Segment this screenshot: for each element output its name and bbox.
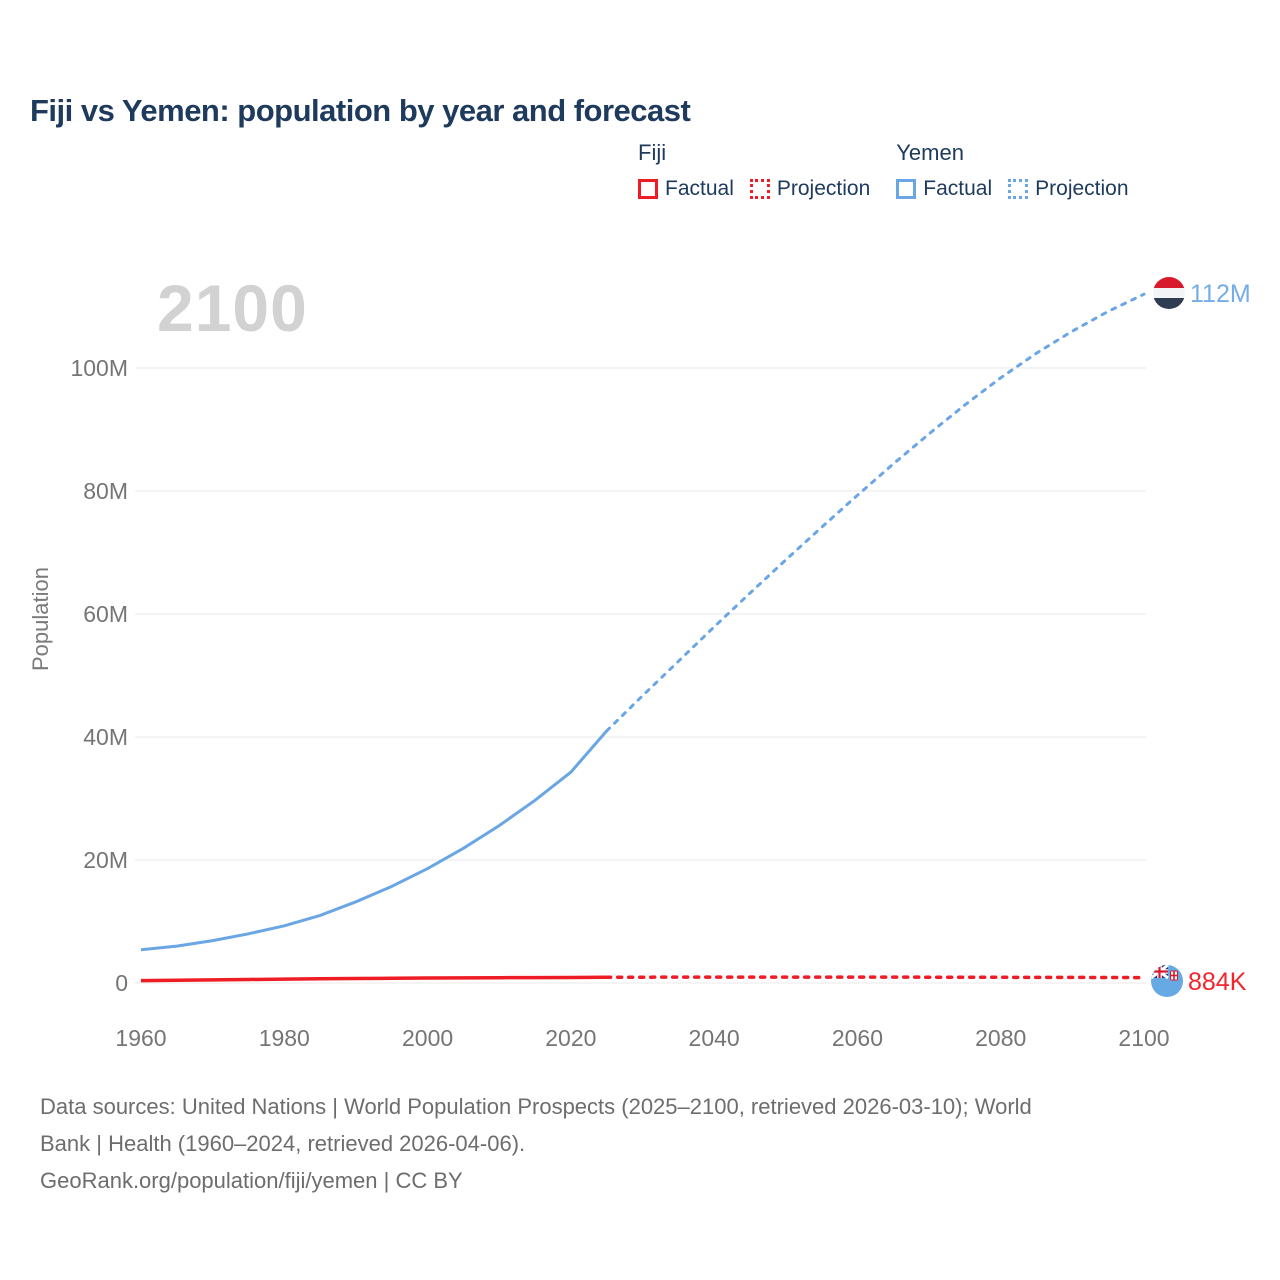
legend-item-label: Projection: [776, 177, 871, 200]
y-tick-label: 60M: [83, 601, 128, 627]
legend-group-title-yemen: Yemen: [896, 140, 964, 165]
x-tick-label: 2100: [1118, 1025, 1169, 1051]
fiji-end-value: 884K: [1188, 968, 1247, 996]
x-tick-label: 1960: [115, 1025, 166, 1051]
series-fiji-factual: [140, 975, 607, 983]
yemen-flag-icon: [1153, 277, 1185, 309]
y-tick-label: 40M: [83, 724, 128, 750]
footer: Data sources: United Nations | World Pop…: [40, 1088, 1240, 1199]
y-axis-title: Population: [28, 567, 53, 671]
x-tick-label: 2060: [832, 1025, 883, 1051]
legend-item-label: Factual: [923, 177, 993, 200]
yemen-factual-swatch: [896, 179, 917, 199]
y-tick-label: 100M: [70, 355, 128, 381]
y-tick-label: 20M: [83, 847, 128, 873]
attribution-line: GeoRank.org/population/fiji/yemen | CC B…: [40, 1168, 463, 1193]
legend-item-yemen-factual[interactable]: Factual: [896, 177, 992, 201]
yemen-projection-swatch: [1008, 179, 1029, 199]
yemen-end-value: 112M: [1190, 280, 1251, 308]
legend-item-label: Factual: [665, 177, 734, 200]
fiji-projection-swatch: [749, 179, 770, 199]
x-tick-label: 1980: [259, 1025, 310, 1051]
legend-group-yemen: Yemen Factual Projection: [896, 140, 1129, 201]
legend-item-label: Projection: [1035, 177, 1129, 200]
series-yemen-projection: [605, 292, 1146, 733]
data-sources-line-1: Data sources: United Nations | World Pop…: [40, 1094, 1032, 1119]
x-tick-label: 2080: [975, 1025, 1026, 1051]
legend-group-title-fiji: Fiji: [638, 140, 667, 165]
legend-item-fiji-factual[interactable]: Factual: [638, 177, 734, 201]
series-fiji-projection: [604, 975, 1146, 980]
legend-item-fiji-projection[interactable]: Projection: [749, 177, 871, 201]
legend-item-yemen-projection[interactable]: Projection: [1008, 177, 1129, 201]
x-tick-label: 2020: [545, 1025, 596, 1051]
fiji-flag-icon: [1151, 965, 1183, 997]
data-sources-line-2: Bank | Health (1960–2024, retrieved 2026…: [40, 1131, 526, 1156]
x-tick-label: 2040: [689, 1025, 740, 1051]
y-tick-label: 0: [115, 970, 128, 996]
page-title: Fiji vs Yemen: population by year and fo…: [30, 92, 691, 128]
x-tick-label: 2000: [402, 1025, 453, 1051]
year-watermark: 2100: [157, 271, 308, 345]
legend: Fiji Factual Projection Yemen Factual Pr…: [638, 140, 1129, 201]
y-tick-label: 80M: [83, 478, 128, 504]
series-yemen-factual: [140, 729, 608, 952]
legend-group-fiji: Fiji Factual Projection: [638, 140, 870, 201]
fiji-factual-swatch: [638, 179, 658, 199]
